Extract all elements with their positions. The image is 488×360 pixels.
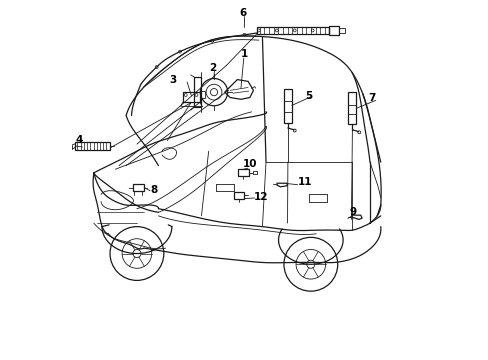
Text: 9: 9: [349, 207, 356, 217]
Text: 7: 7: [367, 93, 375, 103]
Bar: [338, 28, 345, 33]
Text: 12: 12: [253, 192, 267, 202]
Text: 3: 3: [169, 75, 176, 85]
Text: 2: 2: [209, 63, 216, 73]
Bar: [132, 184, 144, 192]
Text: 8: 8: [150, 185, 158, 195]
Bar: [348, 92, 356, 125]
Text: 1: 1: [241, 49, 247, 59]
Bar: [233, 192, 244, 199]
Bar: [253, 171, 256, 174]
Bar: [284, 89, 291, 123]
Text: 5: 5: [305, 91, 312, 101]
Bar: [257, 27, 328, 34]
Bar: [75, 142, 110, 149]
Bar: [183, 92, 200, 102]
Text: 11: 11: [298, 177, 312, 187]
Bar: [194, 77, 201, 107]
Text: 6: 6: [239, 8, 246, 18]
Text: 4: 4: [75, 135, 82, 145]
Bar: [328, 26, 338, 35]
Text: 10: 10: [243, 159, 257, 169]
Bar: [200, 91, 205, 98]
Bar: [238, 169, 248, 176]
